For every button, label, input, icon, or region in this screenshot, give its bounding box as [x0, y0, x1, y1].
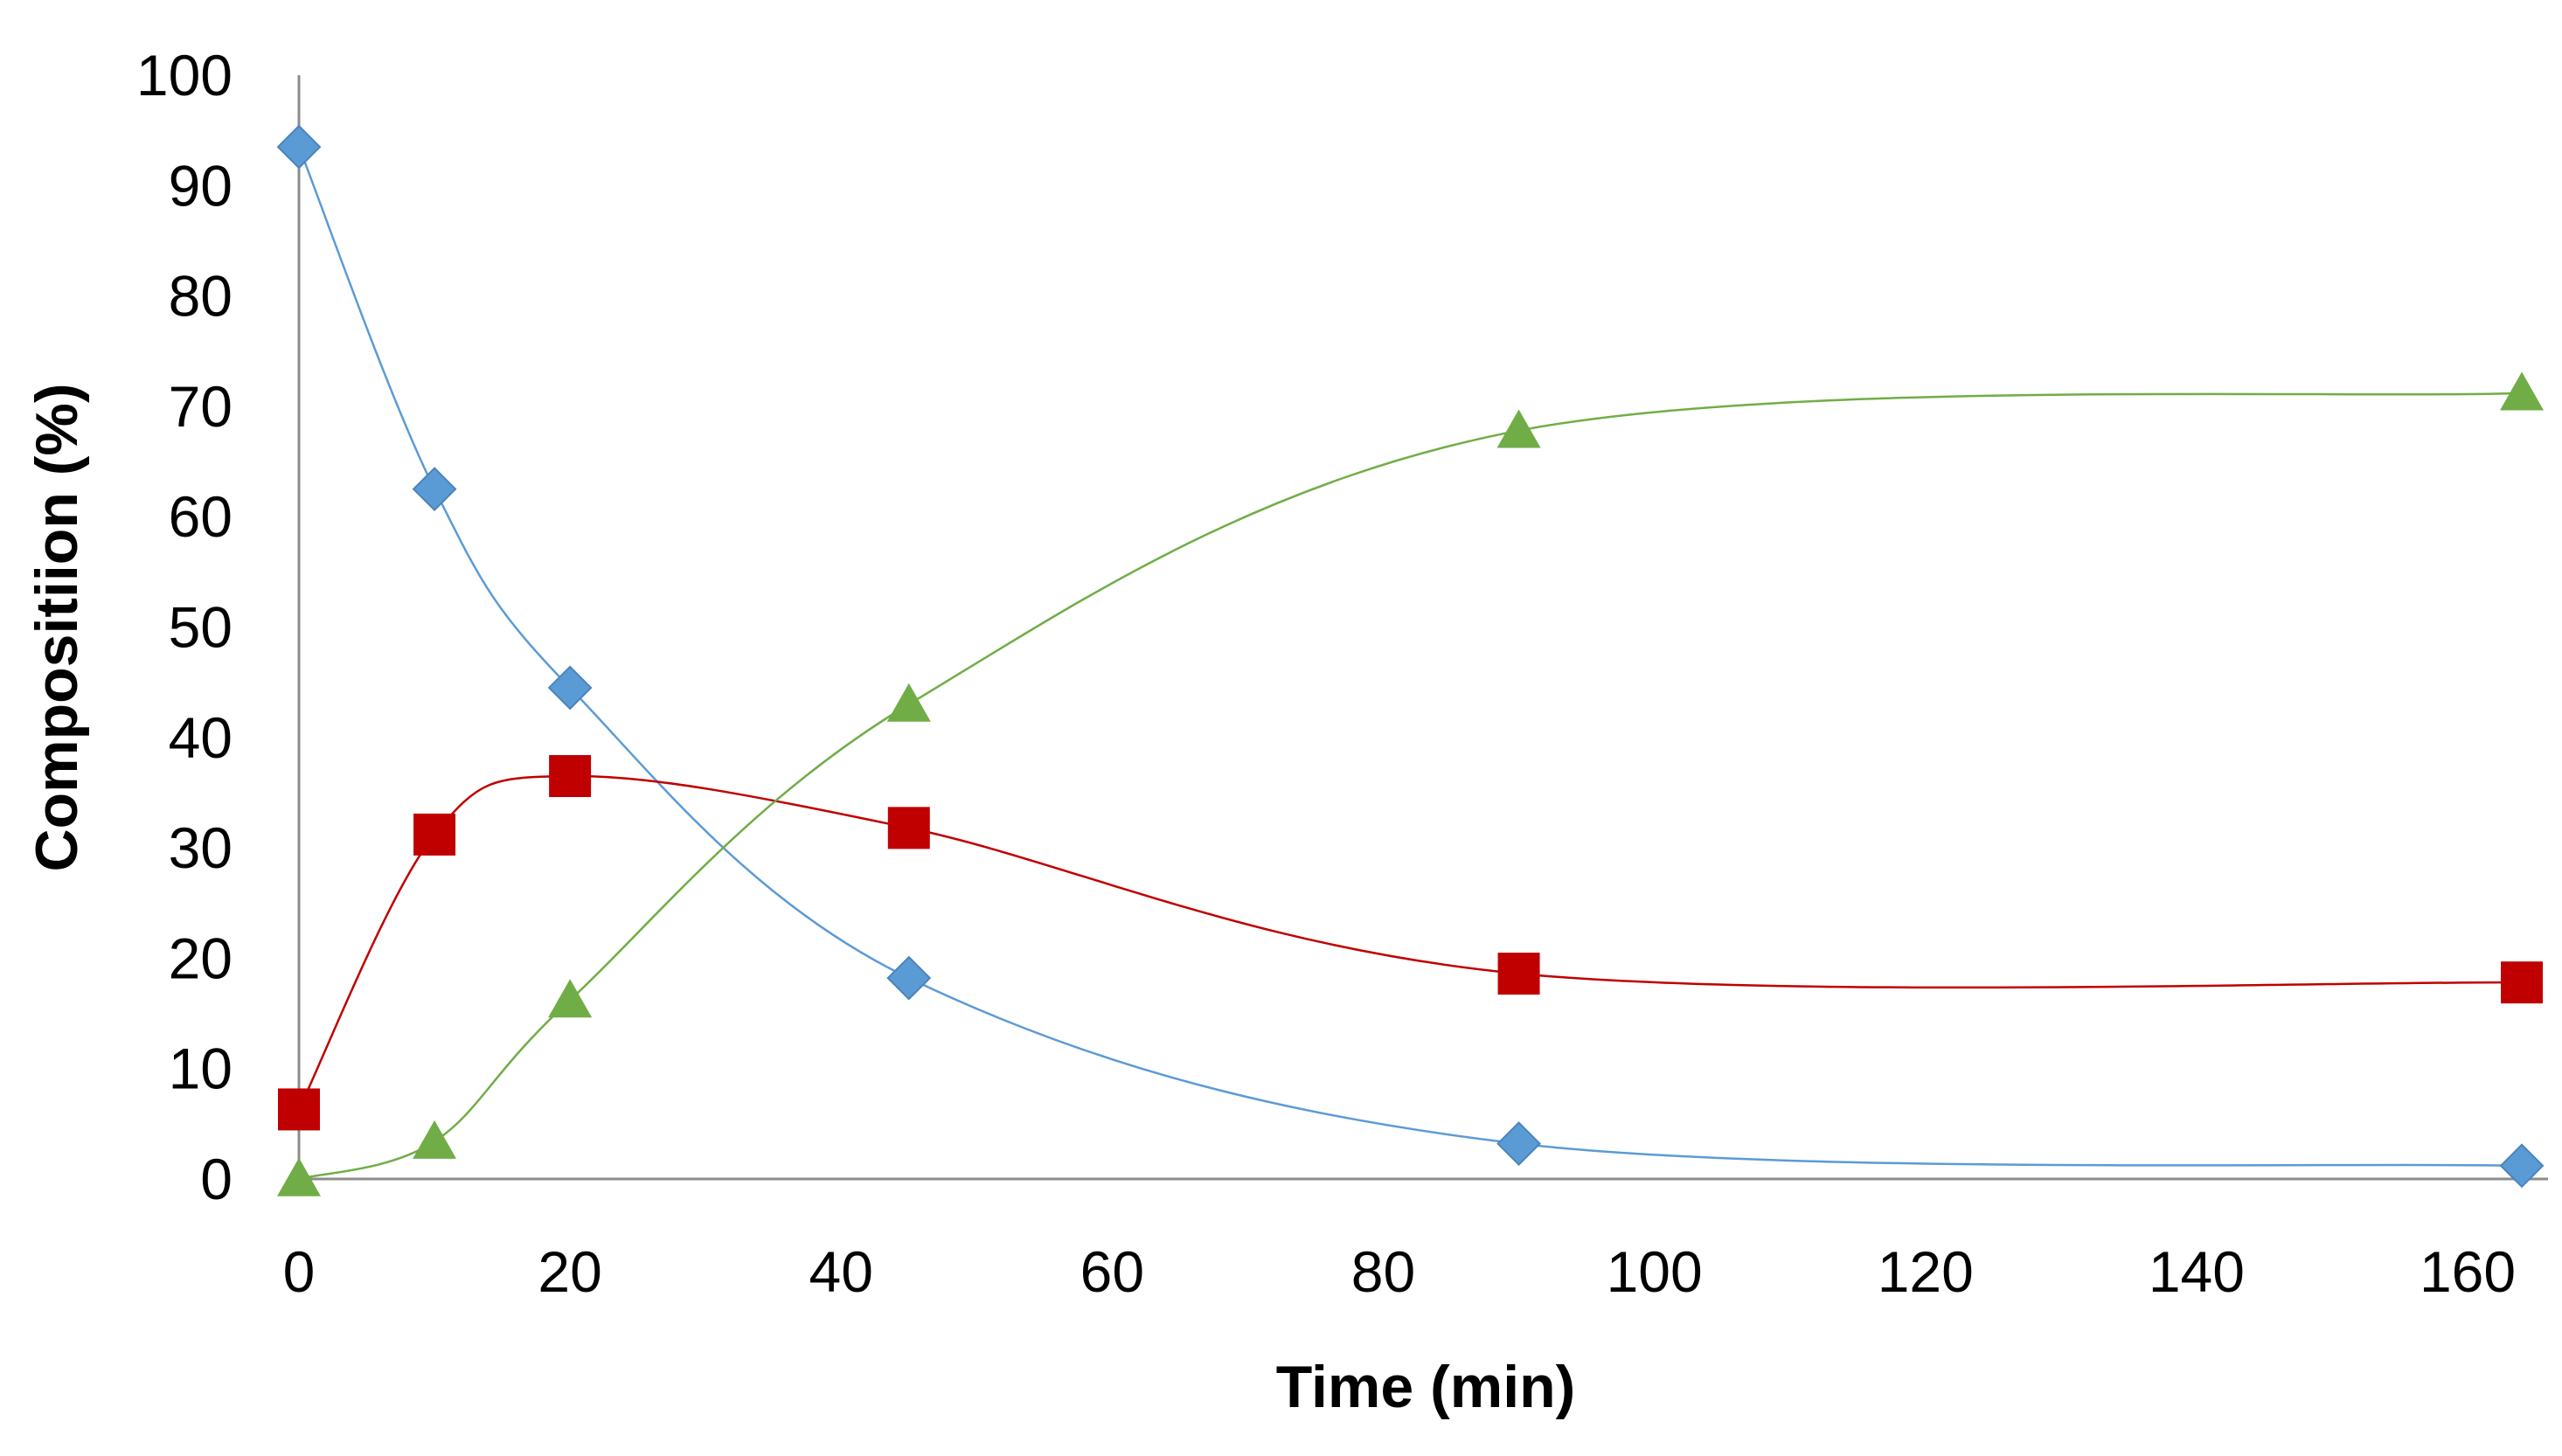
x-tick-label: 120: [1878, 1239, 1974, 1304]
x-tick-label: 160: [2420, 1239, 2516, 1304]
series-1-point: [1496, 1121, 1541, 1166]
x-tick-label: 140: [2149, 1239, 2245, 1304]
series-3-point: [548, 979, 593, 1018]
series-3-point: [2500, 371, 2545, 411]
series-3-point: [1496, 409, 1541, 448]
tick-labels: 0 10 20 30 40 50 60 70 80 90 100 0 20 40 60 80 100 120 140…: [136, 43, 2516, 1304]
y-tick-label: 70: [169, 374, 233, 439]
series-1-point: [2499, 1143, 2545, 1189]
series-2-line: [297, 774, 2523, 1110]
y-tick-label: 80: [169, 264, 233, 329]
series-3-point: [277, 1157, 321, 1196]
series-2-point: [278, 1088, 320, 1131]
x-tick-label: 0: [283, 1239, 316, 1304]
y-tick-label: 50: [169, 595, 233, 660]
y-tick-label: 20: [169, 926, 233, 990]
series-lines: [297, 146, 2523, 1181]
y-tick-label: 40: [169, 705, 233, 770]
x-tick-label: 40: [809, 1239, 873, 1304]
series-2-point: [887, 807, 930, 849]
y-tick-label: 60: [169, 484, 233, 549]
series-2-point: [549, 755, 592, 798]
x-tick-label: 100: [1607, 1239, 1703, 1304]
y-tick-label: 100: [136, 43, 233, 107]
series-2-point: [2501, 961, 2544, 1004]
series-1-line: [297, 146, 2523, 1168]
y-axis-title: Compositiion (%): [24, 383, 90, 871]
x-tick-label: 80: [1351, 1239, 1415, 1304]
x-tick-label: 60: [1080, 1239, 1144, 1304]
series-1-point: [412, 467, 457, 512]
y-tick-label: 0: [200, 1147, 233, 1211]
series-3-line: [298, 392, 2523, 1181]
series-1-point: [547, 665, 593, 711]
x-axis-title: Time (min): [1276, 1354, 1576, 1420]
y-tick-label: 10: [169, 1037, 233, 1101]
series-1-point: [886, 955, 932, 1001]
series-1-point: [276, 124, 322, 170]
series-3-point: [886, 683, 931, 722]
series-markers: [276, 124, 2545, 1196]
axes: [297, 75, 2548, 1181]
y-tick-label: 30: [169, 815, 233, 880]
x-tick-label: 20: [538, 1239, 601, 1304]
series-3-point: [413, 1120, 457, 1159]
series-2-point: [1497, 953, 1540, 995]
y-tick-label: 90: [169, 153, 233, 218]
series-2-point: [413, 813, 456, 856]
